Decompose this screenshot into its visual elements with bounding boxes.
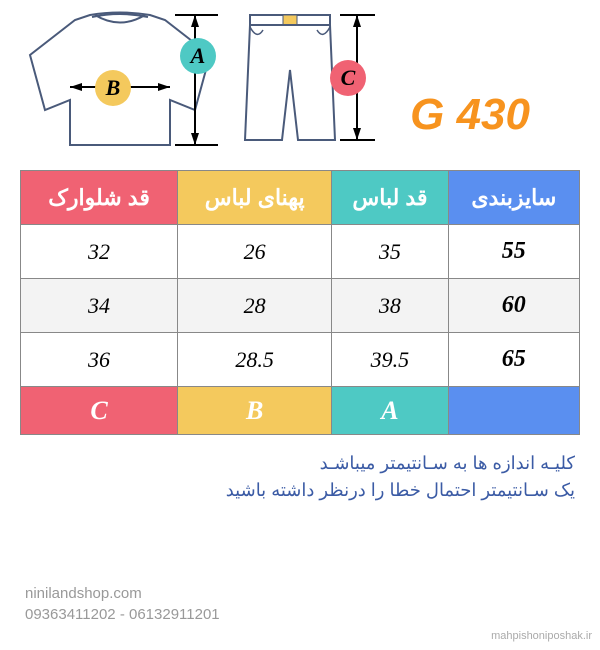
footer-website: ninilandshop.com: [25, 583, 220, 604]
note-line-1: کلیـه اندازه ها به سـانتیمتر میباشـد: [0, 450, 575, 477]
footer-a: A: [332, 387, 448, 435]
cell-size: 55: [448, 225, 579, 279]
footer-b: B: [178, 387, 332, 435]
size-table: سایزبندی قد لباس پهنای لباس قد شلوارک 55…: [20, 170, 580, 435]
footer-size: [448, 387, 579, 435]
note-line-2: یک سـانتیمتر احتمال خطا را درنظر داشته ب…: [0, 477, 575, 504]
header-size: سایزبندی: [448, 171, 579, 225]
cell-b: 28: [178, 279, 332, 333]
cell-a: 39.5: [332, 333, 448, 387]
footer-c: C: [21, 387, 178, 435]
cell-size: 65: [448, 333, 579, 387]
notes-section: کلیـه اندازه ها به سـانتیمتر میباشـد یک …: [0, 450, 575, 504]
product-code: G 430: [410, 90, 530, 140]
watermark: mahpishoniposhak.ir: [491, 630, 592, 642]
cell-a: 35: [332, 225, 448, 279]
badge-b: B: [95, 70, 131, 106]
cell-b: 28.5: [178, 333, 332, 387]
footer: ninilandshop.com 09363411202 - 061329112…: [25, 583, 220, 625]
cell-b: 26: [178, 225, 332, 279]
table-row: 65 39.5 28.5 36: [21, 333, 580, 387]
table-row: 55 35 26 32: [21, 225, 580, 279]
footer-phones: 09363411202 - 06132911201: [25, 604, 220, 625]
header-c: قد شلوارک: [21, 171, 178, 225]
header-a: قد لباس: [332, 171, 448, 225]
table-row: 60 38 28 34: [21, 279, 580, 333]
table-header-row: سایزبندی قد لباس پهنای لباس قد شلوارک: [21, 171, 580, 225]
cell-c: 32: [21, 225, 178, 279]
cell-size: 60: [448, 279, 579, 333]
table-footer-row: A B C: [21, 387, 580, 435]
cell-c: 34: [21, 279, 178, 333]
diagram-section: A B C G 430: [0, 0, 600, 160]
cell-c: 36: [21, 333, 178, 387]
cell-a: 38: [332, 279, 448, 333]
badge-c: C: [330, 60, 366, 96]
header-b: پهنای لباس: [178, 171, 332, 225]
badge-a: A: [180, 38, 216, 74]
